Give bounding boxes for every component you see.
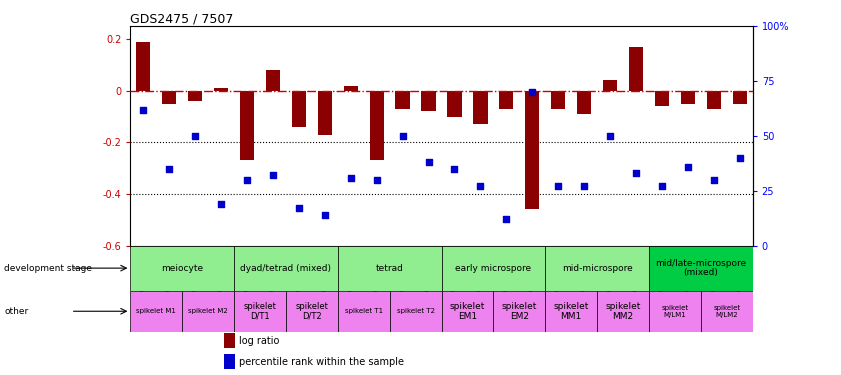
Point xyxy=(241,177,254,183)
Point xyxy=(370,177,383,183)
Bar xyxy=(224,333,235,348)
Text: GDS2475 / 7507: GDS2475 / 7507 xyxy=(130,12,234,25)
Bar xyxy=(494,291,545,332)
Text: development stage: development stage xyxy=(4,264,93,273)
Bar xyxy=(706,91,721,109)
Point xyxy=(473,183,487,189)
Text: spikelet T2: spikelet T2 xyxy=(397,308,435,314)
Point xyxy=(552,183,565,189)
Bar xyxy=(551,91,565,109)
Text: percentile rank within the sample: percentile rank within the sample xyxy=(239,357,405,367)
Point xyxy=(214,201,228,207)
Bar xyxy=(338,246,442,291)
Text: dyad/tetrad (mixed): dyad/tetrad (mixed) xyxy=(241,264,331,273)
Bar xyxy=(318,91,332,135)
Bar xyxy=(338,291,389,332)
Text: spikelet
M/LM2: spikelet M/LM2 xyxy=(713,305,740,318)
Bar xyxy=(240,91,254,160)
Text: spikelet M2: spikelet M2 xyxy=(188,308,228,314)
Bar xyxy=(214,88,228,91)
Text: meiocyte: meiocyte xyxy=(161,264,204,273)
Point xyxy=(629,170,643,176)
Text: spikelet
D/T2: spikelet D/T2 xyxy=(295,302,328,321)
Point xyxy=(655,183,669,189)
Text: spikelet
M/LM1: spikelet M/LM1 xyxy=(661,305,689,318)
Bar xyxy=(629,47,643,91)
Bar xyxy=(649,246,753,291)
Bar xyxy=(344,86,358,91)
Text: mid/late-microspore
(mixed): mid/late-microspore (mixed) xyxy=(655,259,747,278)
Point xyxy=(707,177,721,183)
Bar xyxy=(597,291,649,332)
Point xyxy=(344,175,357,181)
Bar xyxy=(130,291,182,332)
Bar xyxy=(224,354,235,369)
Bar xyxy=(188,91,203,101)
Bar xyxy=(286,291,338,332)
Bar xyxy=(603,81,617,91)
Bar xyxy=(395,91,410,109)
Bar xyxy=(266,70,280,91)
Bar xyxy=(447,91,462,117)
Bar xyxy=(545,291,597,332)
Bar xyxy=(182,291,234,332)
Bar xyxy=(369,91,383,160)
Bar xyxy=(442,291,494,332)
Bar xyxy=(130,246,234,291)
Text: spikelet M1: spikelet M1 xyxy=(136,308,177,314)
Point xyxy=(733,155,747,161)
Text: spikelet
EM1: spikelet EM1 xyxy=(450,302,485,321)
Bar xyxy=(500,91,514,109)
Text: other: other xyxy=(4,307,29,316)
Point xyxy=(422,159,436,165)
Text: spikelet
D/T1: spikelet D/T1 xyxy=(244,302,277,321)
Point xyxy=(578,183,591,189)
Bar xyxy=(442,246,545,291)
Point xyxy=(136,106,150,112)
Bar xyxy=(655,91,669,106)
Bar xyxy=(525,91,539,210)
Text: mid-microspore: mid-microspore xyxy=(562,264,632,273)
Point xyxy=(447,166,461,172)
Point xyxy=(603,133,616,139)
Bar xyxy=(733,91,747,104)
Bar xyxy=(701,291,753,332)
Text: spikelet T1: spikelet T1 xyxy=(345,308,383,314)
Bar xyxy=(234,291,286,332)
Point xyxy=(681,164,695,170)
Bar xyxy=(162,91,177,104)
Bar xyxy=(421,91,436,111)
Point xyxy=(292,206,305,212)
Point xyxy=(162,166,176,172)
Text: tetrad: tetrad xyxy=(376,264,404,273)
Bar xyxy=(234,246,338,291)
Bar xyxy=(473,91,488,124)
Point xyxy=(267,172,280,178)
Bar xyxy=(389,291,442,332)
Point xyxy=(500,216,513,222)
Point xyxy=(396,133,410,139)
Text: spikelet
EM2: spikelet EM2 xyxy=(501,302,537,321)
Point xyxy=(188,133,202,139)
Bar xyxy=(680,91,695,104)
Bar xyxy=(136,42,151,91)
Bar xyxy=(545,246,649,291)
Bar xyxy=(649,291,701,332)
Point xyxy=(318,212,331,218)
Text: spikelet
MM1: spikelet MM1 xyxy=(553,302,589,321)
Bar xyxy=(292,91,306,127)
Point xyxy=(526,89,539,95)
Bar xyxy=(577,91,591,114)
Text: log ratio: log ratio xyxy=(239,336,280,346)
Text: early microspore: early microspore xyxy=(455,264,532,273)
Text: spikelet
MM2: spikelet MM2 xyxy=(606,302,641,321)
